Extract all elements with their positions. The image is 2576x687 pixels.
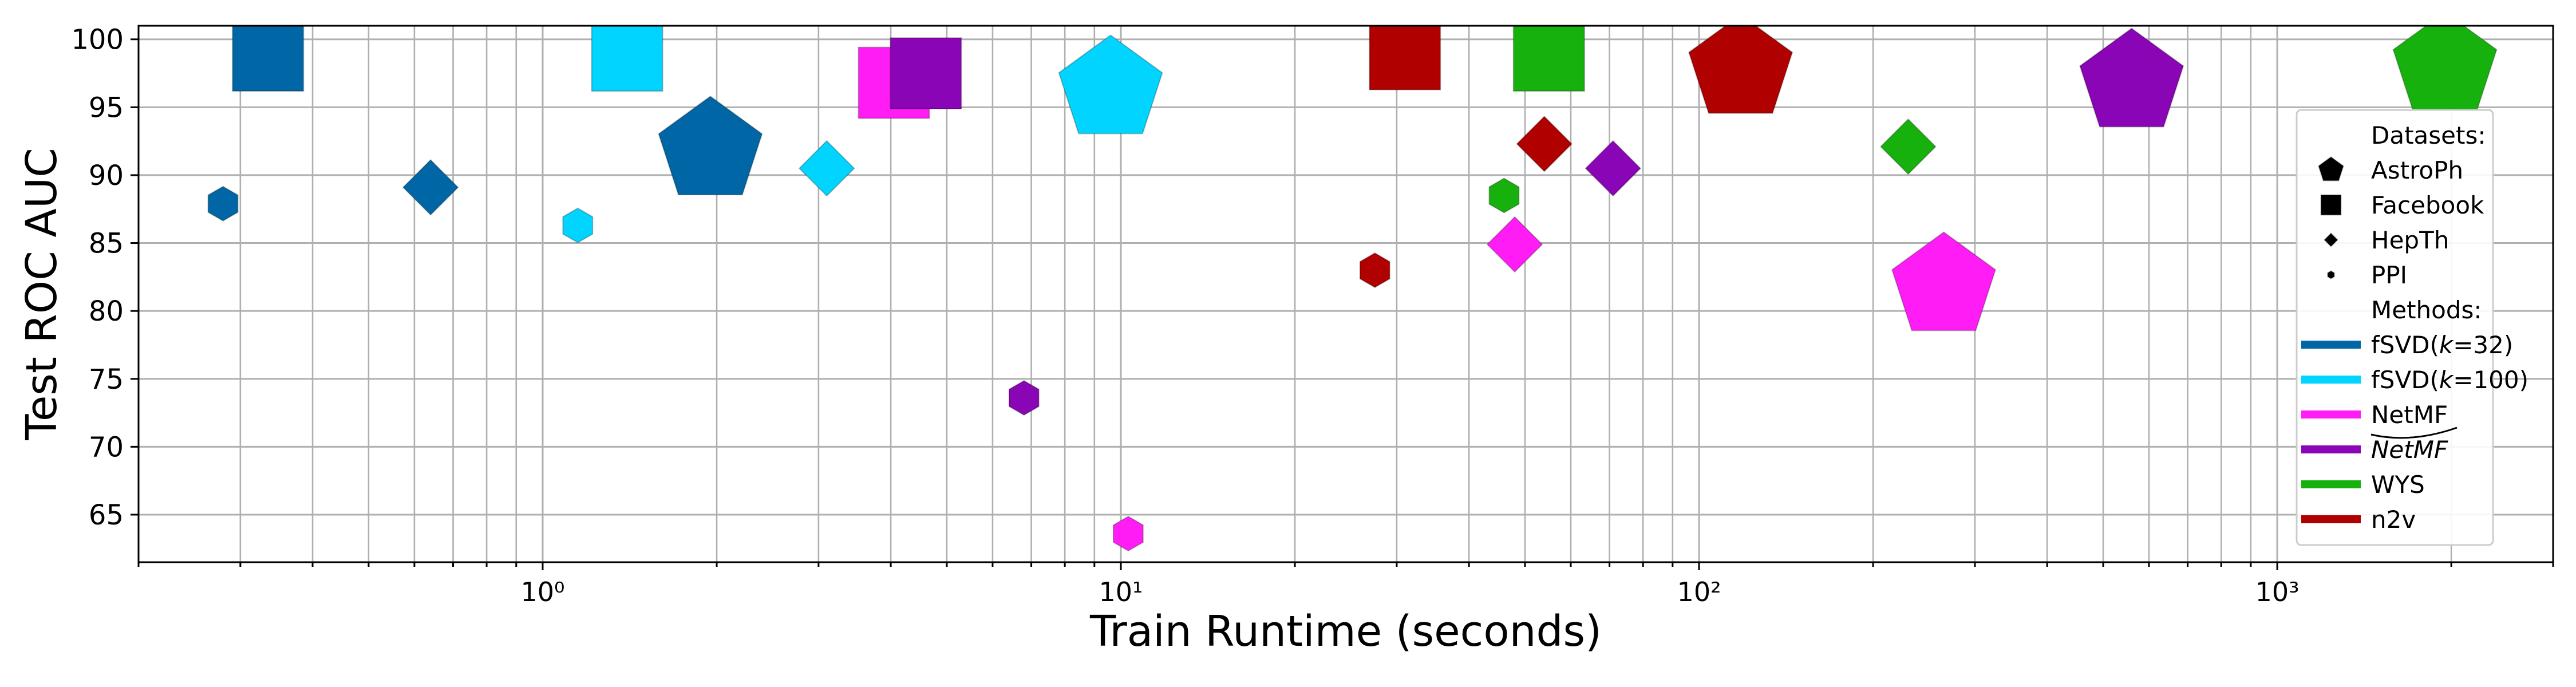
x-tick-label: 10⁰ xyxy=(520,577,564,607)
legend-methods-heading: Methods: xyxy=(2371,296,2482,324)
y-tick-label: 85 xyxy=(89,228,124,260)
data-point-fsvd32-ppi xyxy=(207,185,239,222)
data-point-fsvd100-hepth xyxy=(798,140,855,197)
legend-method-fsvd32: fSVD(k=32) xyxy=(2371,331,2513,359)
legend-dataset-hepth: HepTh xyxy=(2371,226,2449,254)
legend-marker-ppi xyxy=(2327,270,2335,279)
legend-box xyxy=(2296,109,2494,546)
data-point-wys-astroph xyxy=(2392,26,2498,112)
legend-dataset-facebook: Facebook xyxy=(2371,191,2484,219)
data-point-n2v-astroph xyxy=(1688,26,1793,114)
data-point-netmf-ppi xyxy=(1113,516,1144,552)
data-point-n2v-hepth xyxy=(1516,115,1573,172)
x-axis-label: Train Runtime (seconds) xyxy=(1089,607,1602,656)
data-point-fsvd100-ppi xyxy=(562,207,594,243)
data-point-wys-ppi xyxy=(1488,177,1520,214)
y-tick-label: 90 xyxy=(89,160,124,192)
axis-ticks: 10⁰ 10¹ 10² 10³ 65 70 75 80 85 90 95 100 xyxy=(71,24,2554,607)
x-tick-label: 10¹ xyxy=(1099,577,1143,607)
data-point-fsvd32-hepth xyxy=(402,159,459,216)
data-point-netmfhat-hepth xyxy=(1585,140,1642,197)
legend: Datasets: AstroPh Facebook HepTh PPI Methods:… xyxy=(2296,109,2528,546)
legend-method-netmfhat: NetMF xyxy=(2371,436,2448,464)
y-tick-label: 95 xyxy=(89,92,124,124)
plot-frame xyxy=(137,25,2554,563)
legend-datasets-heading: Datasets: xyxy=(2371,121,2486,149)
y-tick-label: 70 xyxy=(89,431,124,463)
legend-method-fsvd100: fSVD(k=100) xyxy=(2371,366,2528,394)
data-point-wys-facebook xyxy=(1512,26,1585,92)
data-point-fsvd32-facebook xyxy=(232,26,305,92)
y-tick-label: 80 xyxy=(89,295,124,327)
legend-method-wys: WYS xyxy=(2371,471,2425,499)
legend-marker-facebook xyxy=(2320,194,2342,216)
legend-method-netmf: NetMF xyxy=(2371,401,2448,429)
legend-marker-hepth xyxy=(2324,232,2338,247)
data-point-n2v-ppi xyxy=(1359,252,1390,289)
data-point-netmfhat-astroph xyxy=(2079,27,2184,128)
legend-method-n2v: n2v xyxy=(2371,506,2416,534)
data-point-fsvd100-facebook xyxy=(591,26,663,92)
legend-dataset-astroph: AstroPh xyxy=(2371,156,2463,184)
data-point-fsvd100-astroph xyxy=(1058,34,1163,135)
legend-marker-astroph xyxy=(2318,156,2344,181)
x-tick-label: 10³ xyxy=(2255,577,2300,607)
data-point-n2v-facebook xyxy=(1369,26,1441,90)
data-points xyxy=(207,26,2498,552)
data-point-netmfhat-ppi xyxy=(1008,380,1040,416)
data-point-netmf-astroph xyxy=(1891,231,1997,331)
data-point-netmf-hepth xyxy=(1486,216,1543,273)
data-point-wys-hepth xyxy=(1879,118,1937,175)
grid xyxy=(137,26,2554,562)
y-axis-label: Test ROC AUC xyxy=(17,148,66,441)
y-tick-label: 65 xyxy=(89,499,124,531)
x-tick-label: 10² xyxy=(1677,577,1721,607)
y-tick-label: 75 xyxy=(89,364,124,396)
y-tick-label: 100 xyxy=(71,24,124,56)
data-point-netmfhat-facebook xyxy=(890,37,962,110)
legend-dataset-ppi: PPI xyxy=(2371,261,2407,289)
data-point-fsvd32-astroph xyxy=(658,96,763,196)
legend-hat-mark xyxy=(2370,427,2458,439)
